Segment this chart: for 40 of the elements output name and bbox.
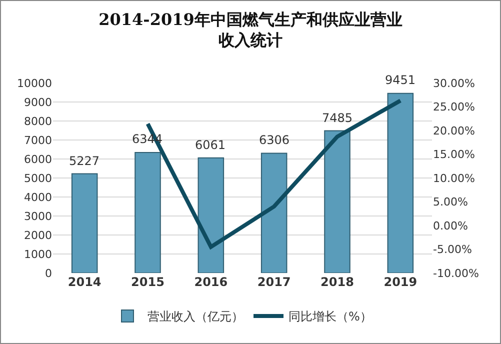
y2-tick-label: -10.00% (433, 266, 479, 280)
y-tick-label: 9000 (24, 96, 52, 109)
y-tick-label: 4000 (24, 190, 52, 204)
data-label: 9451 (385, 73, 416, 87)
x-tick-label: 2015 (131, 275, 164, 289)
x-tick-label: 2018 (320, 275, 354, 289)
y-tick-label: 5000 (24, 172, 52, 185)
y-tick-label: 7000 (24, 134, 52, 147)
x-tick-label: 2017 (257, 275, 291, 289)
y-tick-label: 0 (45, 266, 52, 280)
y-tick-label: 8000 (24, 114, 52, 128)
data-label: 5227 (69, 154, 100, 168)
x-tick-label: 2016 (194, 275, 228, 289)
y2-tick-label: 5.00% (433, 196, 468, 209)
data-label: 6306 (259, 133, 290, 147)
bar (387, 92, 414, 273)
y2-tick-label: 25.00% (433, 100, 475, 114)
x-tick-label: 2014 (68, 275, 102, 289)
y-tick-label: 10000 (17, 76, 52, 90)
y-tick-label: 3000 (24, 210, 52, 223)
bar (260, 152, 288, 273)
y-tick-label: 1000 (24, 248, 52, 261)
data-label: 6061 (195, 138, 226, 152)
bar (134, 152, 161, 273)
y2-tick-label: 10.00% (433, 172, 475, 185)
bar (71, 173, 98, 273)
legend-label: 营业收入（亿元） (148, 310, 244, 324)
legend-label: 同比增长（%） (288, 310, 372, 324)
bar (198, 157, 224, 273)
bar (324, 130, 350, 273)
y2-tick-label: -5.00% (433, 243, 472, 256)
y2-tick-label: 20.00% (433, 124, 475, 138)
y-tick-label: 6000 (24, 152, 52, 166)
y-tick-label: 2000 (24, 228, 52, 242)
x-tick-label: 2019 (384, 275, 418, 289)
data-label: 7485 (322, 111, 353, 125)
chart-title: 2014-2019年中国燃气生产和供应业营业收入统计 (98, 10, 402, 50)
y2-tick-label: 0.00% (433, 219, 468, 232)
y2-tick-label: 30.00% (433, 76, 475, 90)
y2-tick-label: 15.00% (433, 148, 475, 162)
